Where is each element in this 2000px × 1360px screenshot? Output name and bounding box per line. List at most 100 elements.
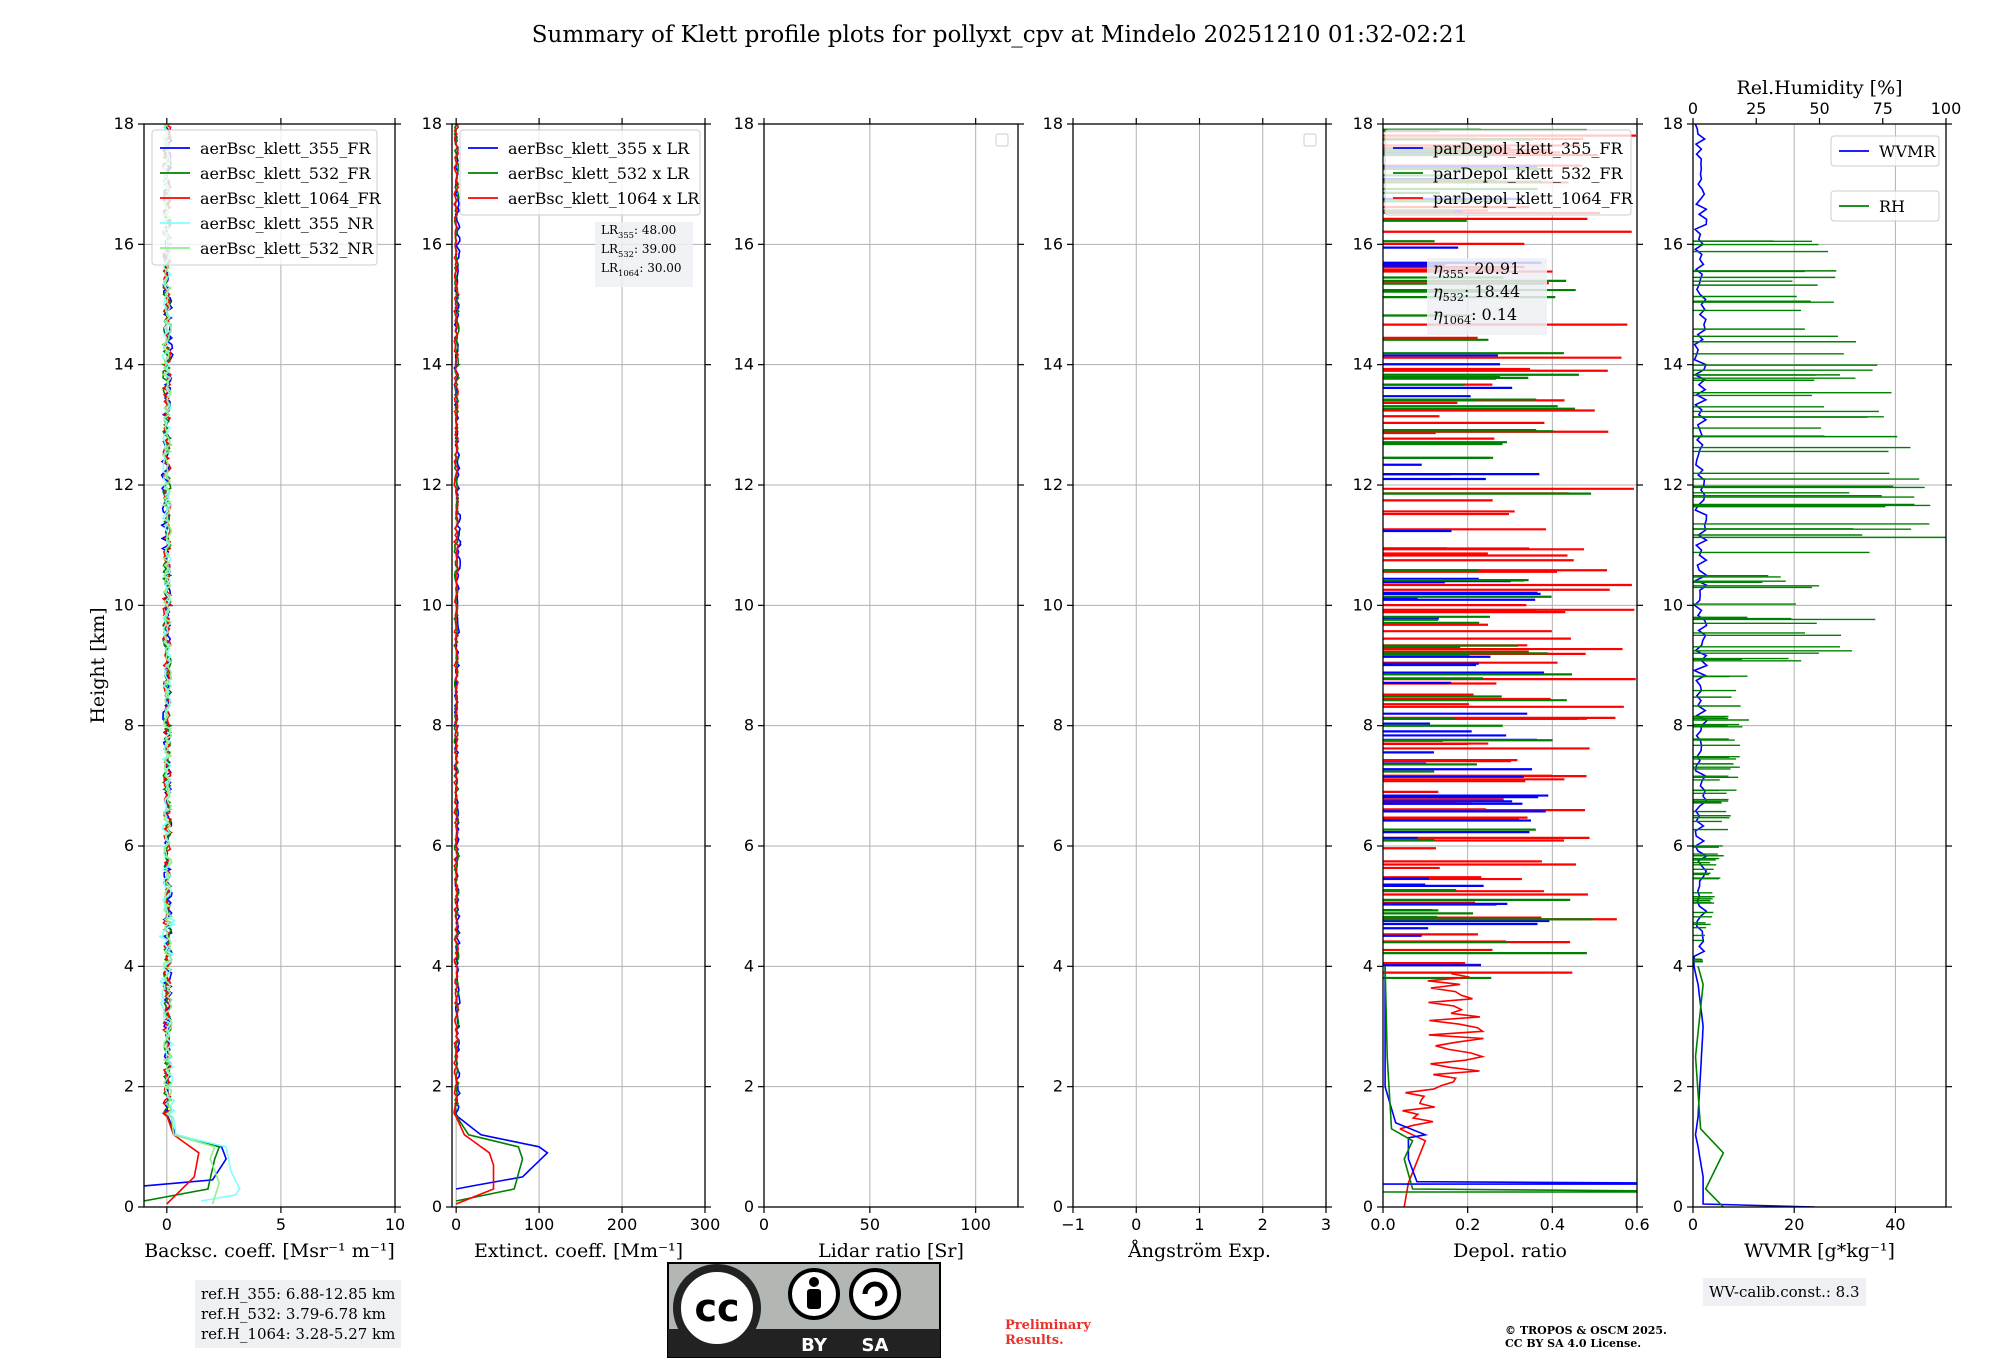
y-tick-label: 18 — [1043, 114, 1063, 133]
annotation-value: : 48.00 — [634, 223, 676, 237]
x-tick-label: 0.6 — [1624, 1215, 1649, 1234]
x-tick-label: 2 — [1258, 1215, 1268, 1234]
license-sa-label: SA — [862, 1335, 889, 1356]
x-tick-label: 100 — [524, 1215, 555, 1234]
x-tick-label: 300 — [690, 1215, 721, 1234]
panel-frame — [1382, 123, 1638, 1208]
y-tick-label: 2 — [744, 1077, 754, 1096]
annotation-subscript: 532 — [618, 249, 634, 259]
copyright-note: © TROPOS & OSCM 2025. CC BY SA 4.0 Licen… — [1505, 1324, 1667, 1350]
depol-profile-green — [1383, 966, 1637, 1193]
rh-top-axis-label: Rel.Humidity [%] — [1736, 77, 1902, 99]
cc-circle-icon — [673, 1264, 761, 1352]
annotation-subscript: 1064 — [618, 268, 639, 278]
empty-legend-box — [995, 133, 1009, 147]
legend-box-RH — [1830, 190, 1940, 222]
y-tick-label: 8 — [1053, 716, 1063, 735]
plot-area-extinction — [452, 124, 549, 1205]
legend-label: aerBsc_klett_1064 x LR — [508, 189, 700, 208]
legend-label: aerBsc_klett_355_NR — [200, 214, 374, 233]
preliminary-line-2: Results. — [1005, 1333, 1064, 1348]
y-tick-label: 8 — [1673, 716, 1683, 735]
legend-label: parDepol_klett_1064_FR — [1433, 189, 1634, 208]
y-tick-label: 8 — [432, 716, 442, 735]
preliminary-line-1: Preliminary — [1005, 1318, 1091, 1333]
legend-box — [1384, 129, 1632, 216]
x-axis-label-depol: Depol. ratio — [1453, 1240, 1567, 1262]
y-tick-label: 2 — [1053, 1077, 1063, 1096]
y-tick-label: 16 — [1043, 234, 1063, 253]
x-axis-label-lidar_ratio: Lidar ratio [Sr] — [818, 1240, 964, 1262]
rh-top-tick-label: 50 — [1809, 99, 1829, 118]
legend-box — [151, 129, 378, 266]
panel-frame — [143, 123, 396, 1208]
y-tick-label: 18 — [734, 114, 754, 133]
y-tick-label: 16 — [734, 234, 754, 253]
cc-by-sa-license-logo: cc BY SA — [667, 1262, 941, 1358]
x-tick-label: 0 — [1688, 1215, 1698, 1234]
license-by-label: BY — [801, 1335, 828, 1356]
y-tick-label: 10 — [114, 595, 134, 614]
legend-box-WVMR — [1830, 135, 1940, 167]
y-tick-label: 12 — [1353, 475, 1373, 494]
y-tick-label: 6 — [1363, 836, 1373, 855]
reference-height-box: ref.H_355: 6.88-12.85 km ref.H_532: 3.79… — [195, 1280, 402, 1348]
y-tick-label: 6 — [432, 836, 442, 855]
annotation-value: : 0.14 — [1471, 305, 1517, 324]
y-tick-label: 12 — [1043, 475, 1063, 494]
x-tick-label: 0 — [162, 1215, 172, 1234]
copyright-line-1: © TROPOS & OSCM 2025. — [1505, 1324, 1667, 1337]
legend-label: aerBsc_klett_355 x LR — [508, 139, 690, 158]
y-tick-label: 14 — [734, 355, 754, 374]
y-tick-label: 12 — [734, 475, 754, 494]
annotation-depol-532: η532: 18.44 — [1433, 282, 1520, 304]
y-tick-label: 16 — [114, 234, 134, 253]
x-tick-label: 0 — [759, 1215, 769, 1234]
legend-label: aerBsc_klett_532_NR — [200, 239, 374, 258]
wvmr-profile-line — [1693, 124, 1815, 1207]
y-tick-label: 6 — [744, 836, 754, 855]
y-tick-label: 10 — [1663, 595, 1683, 614]
y-tick-label: 8 — [1363, 716, 1373, 735]
y-tick-label: 16 — [422, 234, 442, 253]
series-line-aerBsc_klett_355_NR — [158, 124, 241, 1202]
y-tick-label: 16 — [1663, 234, 1683, 253]
x-axis-label-extinction: Extinct. coeff. [Mm⁻¹] — [474, 1240, 683, 1262]
panel-extinction: 0 2 4 6 8 10 12 14 16 18 0 100 200 300 Extinct. coeff.… — [422, 114, 721, 1262]
legend-label: aerBsc_klett_1064_FR — [200, 189, 382, 208]
legend-label: parDepol_klett_532_FR — [1433, 164, 1624, 183]
y-tick-label: 14 — [1663, 355, 1683, 374]
y-tick-label: 10 — [1043, 595, 1063, 614]
y-tick-label: 12 — [114, 475, 134, 494]
series-line-aerBsc_klett_355_FR — [144, 124, 227, 1187]
y-tick-label: 10 — [422, 595, 442, 614]
ref-height-532: ref.H_532: 3.79-6.78 km — [201, 1305, 386, 1323]
x-tick-label: 200 — [607, 1215, 638, 1234]
y-tick-label: 8 — [124, 716, 134, 735]
person-head-icon — [809, 1277, 819, 1287]
y-tick-label: 6 — [1673, 836, 1683, 855]
annotation-symbol: η — [1433, 305, 1443, 324]
annotation-extinction-1064: LR1064: 30.00 — [601, 261, 682, 278]
y-tick-label: 2 — [432, 1077, 442, 1096]
y-tick-label: 4 — [1673, 956, 1683, 975]
annotation-extinction-532: LR532: 39.00 — [601, 242, 676, 259]
x-tick-label: −1 — [1061, 1215, 1085, 1234]
rh-top-tick-label: 100 — [1931, 99, 1962, 118]
y-tick-label: 0 — [1363, 1197, 1373, 1216]
panel-wv: 0 25 50 75 100 Rel.Humidity [%] 0 2 4 6 8 10 12 14 16 1… — [1663, 77, 1962, 1262]
cc-letters: cc — [694, 1286, 739, 1330]
legend-label: RH — [1879, 197, 1905, 216]
annotation-box-extinction — [595, 222, 693, 287]
annotation-value: : 39.00 — [634, 242, 676, 256]
series-line-aerBsc_klett_532_FR — [144, 124, 221, 1202]
y-tick-label: 16 — [1353, 234, 1373, 253]
y-tick-label: 6 — [124, 836, 134, 855]
rh-top-tick-label: 0 — [1688, 99, 1698, 118]
panel-backscatter: 0 2 4 6 8 10 12 14 16 18 0 5 10 Backsc. coeff. [Msr⁻¹… — [114, 114, 406, 1262]
legend-label: aerBsc_klett_532 x LR — [508, 164, 690, 183]
y-tick-label: 12 — [422, 475, 442, 494]
x-tick-label: 100 — [960, 1215, 991, 1234]
